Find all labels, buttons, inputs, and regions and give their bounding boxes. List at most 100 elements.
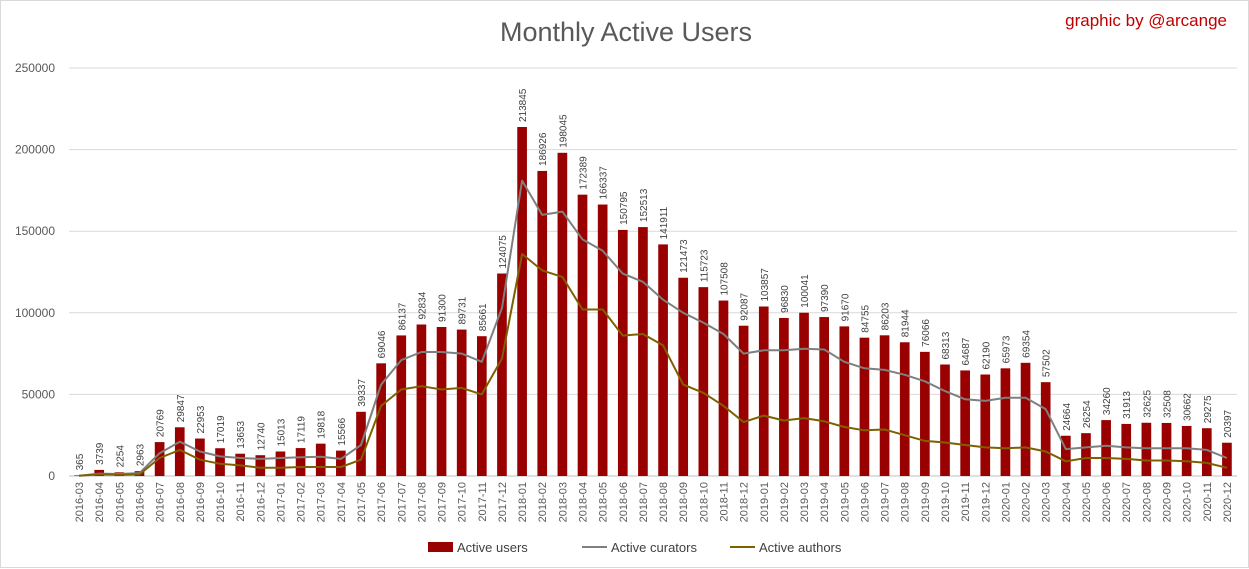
data-label: 2254	[115, 445, 126, 468]
bar	[980, 374, 991, 476]
data-label: 96830	[780, 285, 791, 313]
data-label: 39337	[357, 379, 368, 407]
bar	[738, 325, 749, 476]
bar	[497, 273, 507, 476]
bar	[1201, 428, 1212, 476]
bar	[275, 451, 286, 476]
x-tick-label: 2020-08	[1141, 482, 1153, 522]
bar	[74, 475, 84, 476]
y-axis: 0 50000 100000 150000 200000 250000	[15, 61, 55, 483]
data-label: 103857	[760, 268, 771, 302]
data-label: 64687	[961, 337, 972, 365]
bar	[799, 312, 809, 476]
bar	[1121, 423, 1132, 476]
data-label: 92087	[740, 292, 751, 320]
x-tick-label: 2016-03	[74, 482, 86, 522]
chart-credit: graphic by @arcange	[1065, 11, 1227, 30]
data-label: 26254	[1082, 400, 1093, 428]
data-labels: 365 3739 2254 2963 20769 29847 22953 17019 13653…	[75, 88, 1234, 470]
x-tick-label: 2019-11	[960, 482, 972, 522]
bar	[960, 370, 970, 476]
data-label: 124075	[498, 235, 509, 269]
x-tick-label: 2017-02	[296, 482, 308, 522]
bar	[819, 317, 830, 476]
data-label: 34260	[1102, 387, 1113, 415]
x-tick-label: 2020-12	[1222, 482, 1234, 522]
bar	[215, 448, 225, 476]
data-label: 29275	[1203, 395, 1214, 423]
x-axis: 2016-03 2016-04 2016-05 2016-06 2016-07 2016-…	[74, 482, 1234, 522]
x-tick-label: 2020-10	[1182, 482, 1194, 522]
chart-title: Monthly Active Users	[500, 17, 752, 47]
x-tick-label: 2019-05	[839, 482, 851, 522]
bar	[577, 194, 588, 477]
x-tick-label: 2018-12	[739, 482, 751, 522]
x-tick-label: 2016-07	[155, 482, 167, 522]
bar	[758, 306, 769, 476]
bar	[859, 337, 870, 476]
data-label: 13653	[236, 420, 247, 448]
x-tick-label: 2018-03	[557, 482, 569, 522]
y-tick-label: 100000	[15, 306, 55, 320]
bar	[839, 326, 850, 476]
x-tick-label: 2018-05	[598, 482, 610, 522]
legend-label: Active authors	[759, 540, 842, 555]
bar	[779, 317, 789, 476]
data-label: 89731	[458, 296, 469, 324]
data-label: 152513	[639, 188, 650, 222]
x-tick-label: 2020-04	[1061, 482, 1073, 522]
bar-series	[74, 127, 1232, 477]
data-label: 115723	[699, 249, 710, 282]
x-tick-label: 2018-11	[718, 482, 730, 522]
bar	[678, 277, 689, 476]
series-line	[79, 253, 1228, 477]
x-tick-label: 2016-12	[255, 482, 267, 522]
data-label: 76066	[921, 319, 932, 347]
x-tick-label: 2016-09	[195, 482, 207, 522]
x-tick-label: 2019-06	[859, 482, 871, 522]
data-label: 213845	[518, 88, 529, 122]
data-label: 198045	[558, 114, 569, 148]
data-label: 17019	[216, 415, 227, 443]
x-tick-label: 2016-11	[235, 482, 247, 522]
x-tick-label: 2020-07	[1121, 482, 1133, 522]
bar	[456, 329, 467, 476]
data-label: 62190	[981, 341, 992, 369]
bar	[376, 363, 386, 476]
series-line	[78, 179, 1228, 477]
x-tick-label: 2018-08	[658, 482, 670, 522]
bar	[517, 127, 527, 477]
x-tick-label: 2017-09	[437, 482, 449, 522]
bar	[315, 443, 326, 476]
x-tick-label: 2019-01	[759, 482, 771, 522]
bar	[396, 335, 407, 476]
data-label: 69046	[377, 330, 388, 358]
x-tick-label: 2019-08	[900, 482, 912, 522]
x-tick-label: 2020-02	[1021, 482, 1033, 522]
x-tick-label: 2017-11	[477, 482, 489, 522]
bar	[1161, 422, 1172, 476]
data-label: 31913	[1122, 391, 1133, 419]
y-tick-label: 50000	[22, 387, 56, 401]
data-label: 166337	[599, 166, 610, 200]
bar	[537, 170, 548, 476]
x-tick-label: 2017-05	[356, 482, 368, 522]
bar	[1081, 433, 1091, 476]
data-label: 15566	[337, 417, 348, 445]
legend: Active users Active curators Active author…	[428, 540, 842, 555]
x-tick-label: 2020-06	[1101, 482, 1113, 522]
legend-swatch	[428, 542, 453, 552]
x-tick-label: 2016-06	[134, 482, 146, 522]
x-tick-label: 2020-05	[1081, 482, 1093, 522]
data-label: 32508	[1163, 390, 1174, 418]
data-label: 84755	[860, 304, 871, 332]
bar	[416, 324, 427, 476]
x-tick-label: 2019-04	[819, 482, 831, 522]
x-tick-label: 2020-09	[1162, 482, 1174, 522]
x-tick-label: 2019-09	[920, 482, 932, 522]
bar	[1040, 382, 1051, 476]
bar	[940, 364, 950, 476]
y-tick-label: 250000	[15, 61, 55, 75]
data-label: 68313	[941, 331, 952, 359]
bar	[698, 287, 709, 476]
